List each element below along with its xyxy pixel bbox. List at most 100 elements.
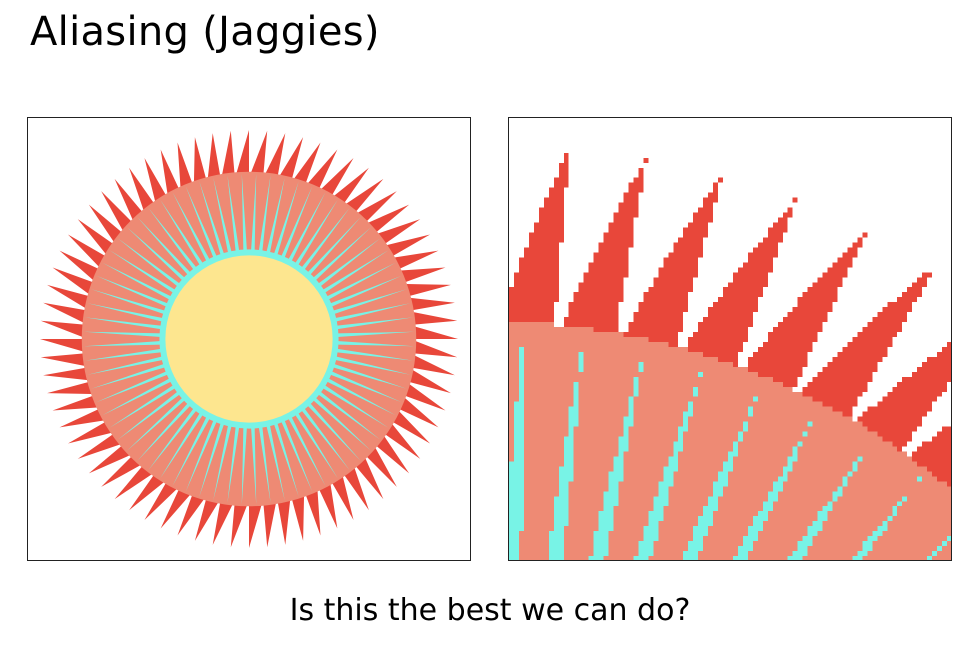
pixel-run [523, 441, 564, 447]
pixel-run [673, 451, 679, 457]
pixel-run [523, 501, 554, 507]
pixel-run [518, 546, 549, 552]
pixel-run [573, 451, 619, 457]
pixel-run [668, 252, 704, 258]
pixel-run [578, 282, 624, 288]
pixel-run [509, 396, 519, 402]
pixel-run [862, 421, 923, 427]
pixel-run [817, 277, 843, 283]
pixel-run [548, 546, 564, 552]
pixel-run [593, 257, 629, 263]
pixel-run [708, 526, 748, 532]
pixel-run [723, 461, 733, 467]
pixel-run [523, 252, 559, 258]
pixel-run [608, 227, 634, 233]
pixel-run [613, 466, 624, 472]
pixel-run [673, 247, 704, 253]
pixel-run [678, 237, 704, 243]
pixel-run [583, 351, 704, 357]
pixel-run [568, 511, 599, 517]
pixel-run [509, 501, 524, 507]
pixel-run [693, 401, 823, 407]
pixel-run [917, 366, 951, 372]
pixel-run [563, 157, 569, 163]
pixel-run [847, 471, 853, 477]
pixel-run [603, 237, 634, 243]
pixel-run [523, 421, 569, 427]
pixel-run [603, 501, 619, 507]
pixel-run [723, 486, 773, 492]
pixel-run [792, 446, 798, 452]
pixel-run [917, 277, 928, 283]
pixel-run [523, 516, 554, 522]
pixel-run [613, 516, 649, 522]
pixel-run [643, 531, 659, 537]
pixel-run [723, 287, 763, 293]
pixel-run [732, 277, 768, 283]
pixel-run [623, 426, 629, 432]
pixel-run [872, 531, 883, 537]
pixel-run [693, 411, 748, 417]
pixel-run [588, 262, 629, 268]
pixel-run [732, 556, 748, 560]
pixel-run [509, 346, 519, 352]
pixel-run [683, 411, 694, 417]
starburst-full-view [27, 117, 471, 561]
pixel-run [683, 421, 689, 427]
pixel-run [807, 381, 868, 387]
pixel-run [628, 322, 684, 328]
pixel-run [897, 381, 948, 387]
pixel-run [643, 536, 659, 542]
pixel-run [623, 466, 664, 472]
pixel-run [802, 391, 863, 397]
pixel-run [703, 541, 743, 547]
pixel-run [663, 476, 674, 482]
pixel-run [523, 496, 554, 502]
pixel-run [509, 516, 524, 522]
pixel-run [509, 416, 514, 422]
pixel-run [937, 551, 951, 557]
pixel-run [852, 242, 863, 248]
pixel-run [922, 476, 938, 482]
pixel-run [509, 496, 524, 502]
pixel-run [613, 526, 644, 532]
pixel-run [598, 526, 614, 532]
pixel-run [633, 386, 639, 392]
pixel-run [578, 351, 584, 357]
pixel-run [797, 446, 898, 452]
pixel-run [518, 351, 524, 357]
pixel-run [618, 441, 629, 447]
pixel-run [509, 531, 519, 537]
pixel-run [623, 416, 634, 422]
pixel-grid [509, 152, 951, 560]
pixel-run [509, 491, 524, 497]
pixel-run [752, 351, 808, 357]
pixel-run [638, 546, 654, 552]
pixel-run [668, 486, 714, 492]
pixel-run [509, 546, 519, 552]
pixel-run [787, 461, 793, 467]
pixel-run [942, 541, 948, 547]
pixel-run [563, 152, 569, 158]
pixel-run [857, 466, 928, 472]
pixel-run [523, 396, 574, 402]
pixel-run [653, 282, 694, 288]
pixel-run [509, 426, 514, 432]
pixel-run [518, 531, 549, 537]
pixel-run [937, 476, 951, 482]
pixel-run [598, 242, 634, 248]
pixel-run [877, 536, 948, 542]
pixel-run [752, 541, 798, 547]
pixel-run [802, 431, 808, 437]
pixel-run [787, 556, 803, 560]
pixel-run [509, 371, 519, 377]
pixel-run [509, 466, 524, 472]
pixel-run [623, 456, 669, 462]
pixel-run [638, 366, 644, 372]
pixel-run [578, 361, 584, 367]
pixel-run [528, 242, 559, 248]
pixel-run [568, 501, 604, 507]
pixel-run [509, 551, 519, 557]
pixel-run [509, 436, 514, 442]
pixel-run [862, 327, 903, 333]
